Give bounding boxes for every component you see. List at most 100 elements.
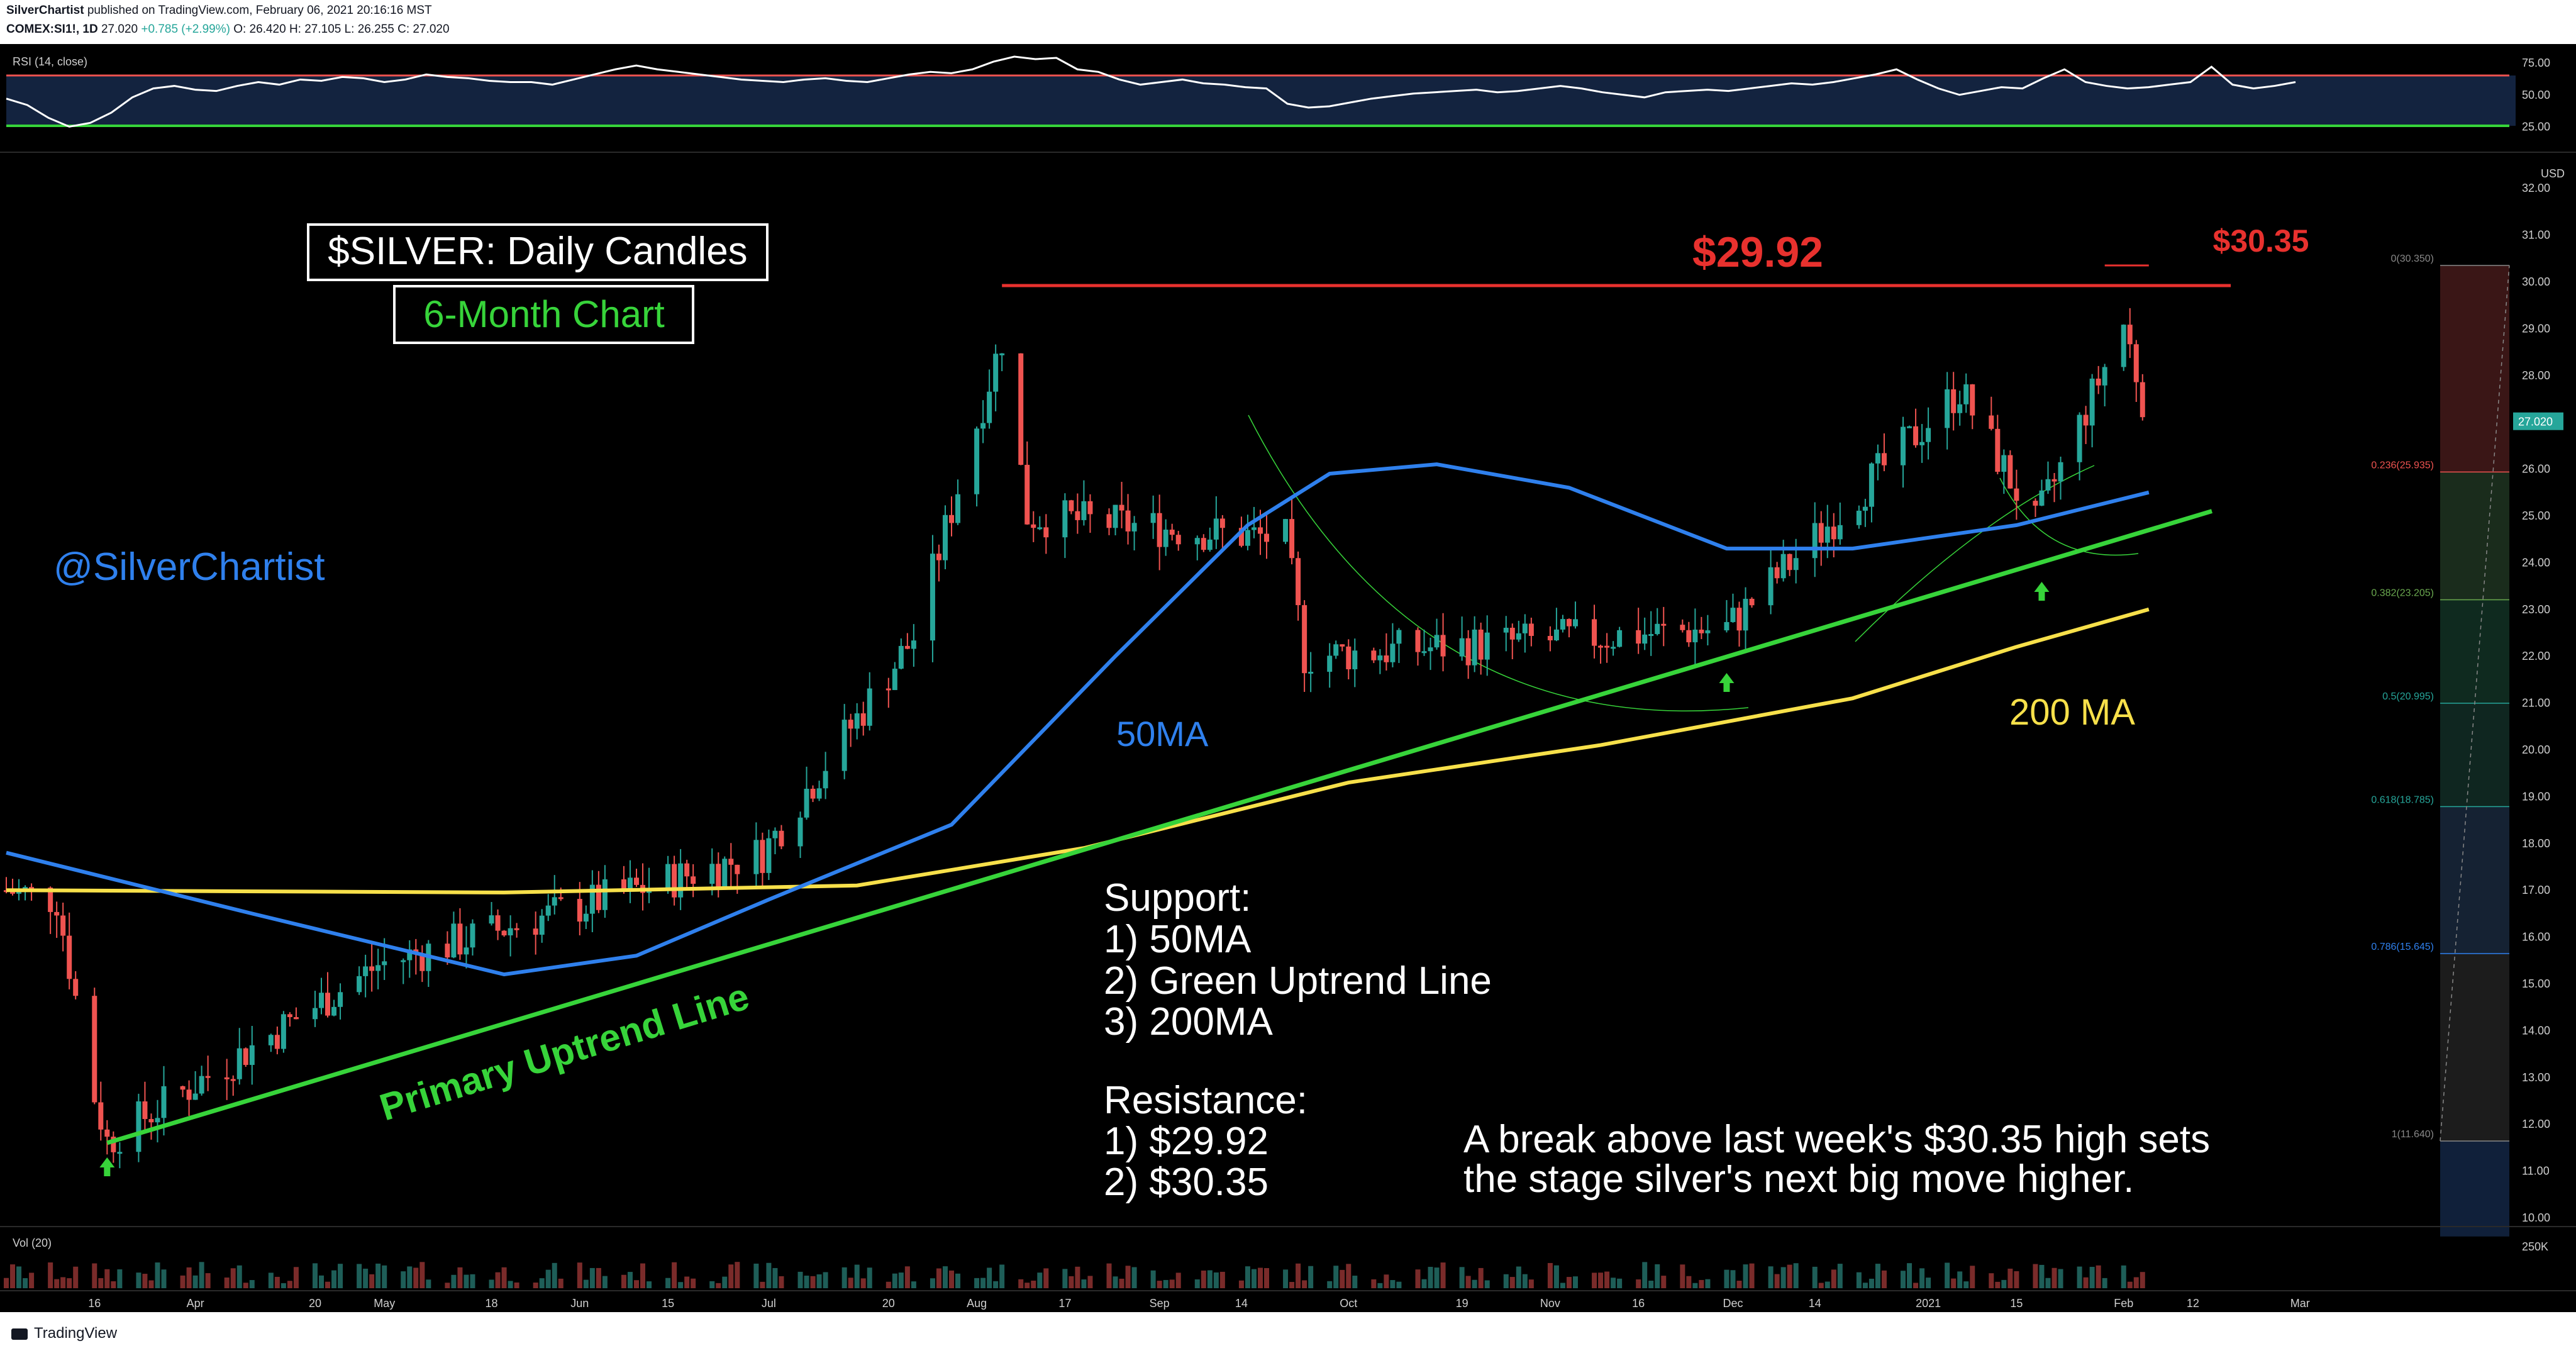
rsi-line	[6, 55, 2296, 128]
volume-bar	[338, 1264, 343, 1288]
candle-body	[1087, 501, 1093, 515]
volume-bar	[268, 1272, 274, 1288]
candle-body	[810, 788, 816, 799]
candle-body	[1963, 384, 1969, 404]
brand-name[interactable]: TradingView	[34, 1325, 118, 1342]
volume-bar	[1472, 1279, 1477, 1288]
price-tick: 26.00	[2522, 463, 2550, 476]
volume-bar	[382, 1265, 387, 1288]
candle-body	[804, 788, 809, 818]
candle-body	[249, 1045, 255, 1066]
x-tick: 17	[1058, 1297, 1071, 1310]
price-tick: 17.00	[2522, 884, 2550, 896]
price-tick: 25.00	[2522, 509, 2550, 522]
support-arrow-icon	[2034, 582, 2050, 601]
volume-bar	[363, 1268, 369, 1288]
candle-body	[287, 1014, 292, 1018]
candle-body	[1636, 630, 1641, 644]
volume-bar	[841, 1267, 847, 1288]
candle-body	[589, 884, 595, 914]
volume-bar	[1106, 1263, 1112, 1288]
volume-bar	[1812, 1266, 1818, 1288]
volume-bar	[4, 1278, 9, 1288]
volume-bar	[1302, 1280, 1307, 1288]
rsi-title: RSI (14, close)	[13, 55, 87, 68]
candle-body	[993, 354, 999, 392]
price-tick: 32.00	[2522, 182, 2550, 194]
ma50-line	[6, 462, 2150, 977]
volume-bar	[1768, 1266, 1774, 1288]
volume-bar	[766, 1262, 772, 1288]
volume-bar	[999, 1264, 1005, 1288]
candle-body	[974, 428, 980, 494]
volume-bar	[1787, 1264, 1792, 1288]
volume-bar	[1257, 1267, 1263, 1288]
candle-body	[205, 1076, 211, 1078]
resistance-title: Resistance:	[1104, 1079, 1307, 1122]
candle-body	[1396, 630, 1402, 644]
volume-bar	[1308, 1266, 1314, 1288]
rsi-tick: 75.00	[2522, 57, 2550, 69]
ohlc-values: O: 26.420 H: 27.105 L: 26.255 C: 27.020	[233, 23, 450, 36]
volume-bar	[665, 1278, 671, 1288]
volume-bar	[1736, 1281, 1742, 1288]
volume-bar	[860, 1278, 866, 1288]
volume-bar	[634, 1280, 639, 1288]
price-tick: 16.00	[2522, 931, 2550, 944]
volume-bar	[621, 1274, 626, 1288]
rsi-tick: 50.00	[2522, 89, 2550, 101]
volume-bar	[489, 1279, 494, 1288]
candle-body	[2133, 344, 2139, 382]
candle-body	[1308, 672, 1314, 674]
candle-body	[1837, 525, 1843, 540]
volume-bar	[325, 1281, 331, 1288]
volume-bar	[514, 1282, 519, 1288]
candle-body	[533, 928, 538, 935]
volume-bar	[1749, 1263, 1755, 1288]
candle-body	[1642, 634, 1648, 644]
volume-bar	[987, 1267, 992, 1288]
volume-bar	[735, 1262, 740, 1288]
volume-bar	[539, 1278, 545, 1288]
volume-bar	[451, 1274, 457, 1288]
publish-info: published on TradingView.com, February 0…	[87, 4, 432, 17]
candle-body	[1459, 638, 1465, 657]
candle-body	[665, 864, 671, 888]
candle-body	[1787, 554, 1792, 571]
volume-bar	[1522, 1274, 1528, 1288]
volume-bar	[274, 1276, 280, 1288]
candle-body	[470, 923, 475, 948]
fib-label: 0.786(15.645)	[2371, 942, 2434, 952]
fib-label: 0.5(20.995)	[2382, 691, 2434, 702]
volume-bar	[426, 1279, 431, 1288]
volume-bar	[1251, 1269, 1257, 1288]
volume-bar	[495, 1272, 501, 1288]
candle-body	[1125, 510, 1131, 532]
volume-bar	[1509, 1277, 1515, 1288]
author-name[interactable]: SilverChartist	[6, 4, 84, 17]
candle-body	[1018, 353, 1024, 465]
volume-bar	[1478, 1267, 1484, 1288]
chart-area[interactable]: RSI (14, close) 75.00 50.00 25.00 0(30.350…	[0, 44, 2576, 1312]
candle-body	[104, 1129, 110, 1137]
volume-bar	[672, 1262, 677, 1288]
candle-body	[2077, 415, 2082, 462]
volume-bar	[1503, 1274, 1509, 1288]
x-tick: Dec	[1723, 1297, 1743, 1310]
price-tick: 11.00	[2522, 1165, 2550, 1178]
volume-bar	[1598, 1272, 1604, 1288]
volume-bar	[1724, 1269, 1729, 1288]
x-tick: 2021	[1916, 1297, 1941, 1310]
chart-header: SilverChartist published on TradingView.…	[0, 0, 2576, 44]
candle-body	[514, 928, 519, 930]
volume-bar	[1087, 1276, 1093, 1288]
symbol-label[interactable]: COMEX:SI1!, 1D	[6, 23, 98, 36]
volume-bar	[911, 1281, 916, 1288]
support-title: Support:	[1104, 876, 1251, 920]
fib-label: 0.618(18.785)	[2371, 794, 2434, 805]
candle-body	[1296, 558, 1301, 606]
volume-bar	[1661, 1276, 1667, 1288]
volume-bar	[1264, 1268, 1269, 1288]
volume-bar	[1774, 1274, 1780, 1288]
volume-bar	[457, 1267, 463, 1288]
